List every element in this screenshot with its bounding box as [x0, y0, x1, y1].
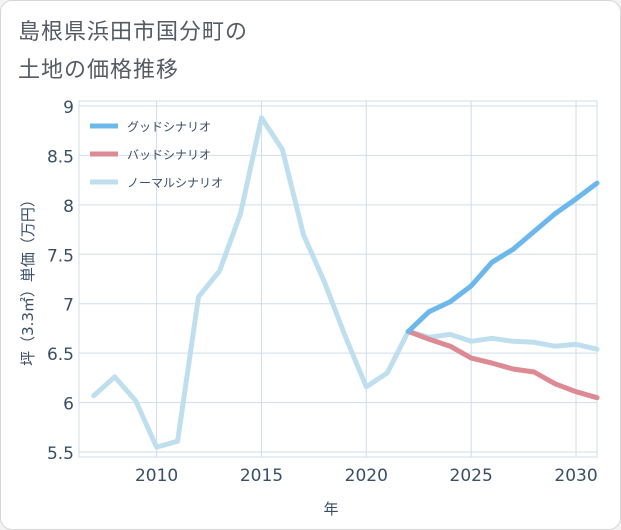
- y-tick-label: 9: [63, 98, 74, 118]
- series-line-2: [91, 115, 600, 450]
- chart-title-line-2: 土地の価格推移: [18, 58, 180, 83]
- y-tick-label: 6.5: [47, 345, 74, 365]
- legend-label-1: バッドシナリオ: [127, 148, 211, 162]
- x-tick-label: 2025: [450, 466, 493, 486]
- x-tick-label: 2030: [554, 466, 597, 486]
- x-axis: 2010 2015 2020 2025 2030: [135, 466, 598, 486]
- chart-title-line-1: 島根県浜田市国分町の: [18, 20, 249, 45]
- y-tick-label: 8.5: [47, 147, 74, 167]
- x-tick-label: 2020: [345, 466, 388, 486]
- y-tick-label: 7.5: [47, 246, 74, 266]
- series-line-1: [405, 328, 600, 401]
- x-axis-label: 年: [323, 500, 338, 518]
- x-tick-label: 2015: [240, 466, 283, 486]
- legend-label-0: グッドシナリオ: [127, 120, 211, 134]
- y-axis-label: 坪（3.3㎡）単価（万円）: [19, 192, 37, 366]
- y-tick-label: 7: [63, 296, 74, 316]
- series-group: [91, 115, 600, 450]
- y-tick-label: 6: [63, 395, 74, 415]
- y-tick-label: 8: [63, 197, 74, 217]
- series-line-0: [405, 180, 600, 334]
- plot-area: [78, 100, 598, 458]
- y-tick-label: 5.5: [47, 444, 74, 464]
- x-tick-label: 2010: [135, 466, 178, 486]
- grid-lines: [79, 101, 597, 457]
- y-axis: 5.5 6 6.5 7 7.5 8 8.5 9: [47, 98, 74, 464]
- legend-label-2: ノーマルシナリオ: [127, 176, 223, 190]
